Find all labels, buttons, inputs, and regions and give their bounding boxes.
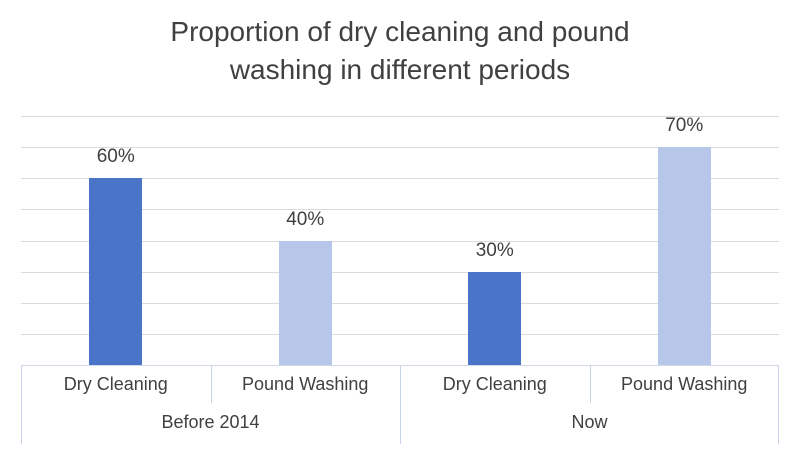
chart-title: Proportion of dry cleaning and pound was… [170, 16, 630, 85]
category-label: Pound Washing [242, 374, 369, 394]
gridline [21, 302, 779, 304]
bar-pound-washing [278, 240, 332, 365]
bar-value-label: 60% [96, 146, 135, 168]
bar-pound-washing [657, 147, 711, 365]
category-label: Pound Washing [621, 374, 748, 394]
bar-value-label: 70% [665, 115, 704, 137]
bar-value-label: 40% [286, 208, 325, 230]
gridline [21, 147, 779, 149]
group-label: Before 2014 [161, 411, 260, 432]
category-tick [210, 366, 212, 403]
group-tick [21, 366, 22, 444]
bar-dry-cleaning [89, 178, 143, 365]
group-label: Now [571, 411, 608, 432]
category-label: Dry Cleaning [63, 374, 168, 394]
gridline [21, 116, 779, 117]
bar-value-label: 30% [475, 239, 514, 261]
gridline [21, 209, 779, 211]
gridline [21, 333, 779, 335]
gridline [21, 178, 779, 180]
x-axis: Dry Cleaning Pound Washing Before 2014 Dry … [21, 365, 779, 444]
group-tick [778, 366, 779, 444]
gridline [21, 240, 779, 242]
plot-area: 60% 40% 30% 70% [21, 116, 779, 365]
gridline [21, 271, 779, 273]
bar-dry-cleaning [468, 271, 522, 365]
category-label: Dry Cleaning [442, 374, 547, 394]
group-tick [400, 366, 401, 444]
category-tick [589, 366, 591, 403]
